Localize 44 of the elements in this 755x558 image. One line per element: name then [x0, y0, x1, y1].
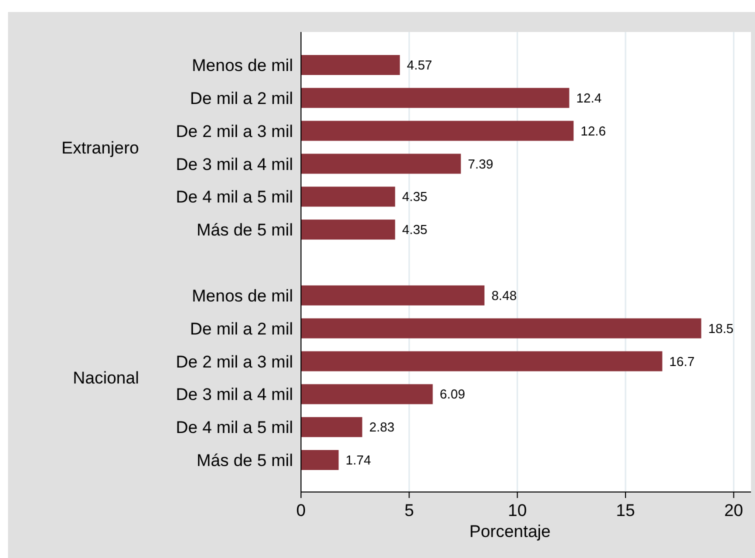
bar [301, 154, 461, 174]
data-label: 8.48 [491, 288, 517, 303]
y-tick-label: Más de 5 mil [196, 220, 293, 240]
bar [301, 186, 396, 207]
text: Extranjero [62, 138, 139, 158]
y-tick-label: De 4 mil a 5 mil [176, 188, 293, 207]
data-label: 18.5 [708, 320, 734, 336]
bar [301, 417, 362, 438]
x-tick-label: 10 [508, 501, 527, 520]
x-tick-label: 0 [296, 501, 306, 520]
data-label: 2.83 [369, 420, 395, 435]
data-label: 1.74 [346, 452, 371, 468]
x-tick-label: 20 [724, 501, 744, 520]
data-label: 4.35 [402, 222, 428, 238]
bar [301, 384, 433, 404]
y-tick-label: De 2 mil a 3 mil [176, 352, 293, 372]
bar [301, 88, 570, 108]
y-tick-label: De 3 mil a 4 mil [176, 385, 293, 404]
x-tick-label: 15 [616, 501, 635, 520]
x-axis-title: Porcentaje [469, 522, 551, 541]
bar [301, 318, 702, 338]
data-label: 7.39 [468, 156, 494, 172]
y-tick-label: De 2 mil a 3 mil [176, 122, 293, 141]
data-label: 4.35 [402, 189, 428, 204]
y-tick-label: Más de 5 mil [196, 451, 293, 470]
data-label: 4.57 [406, 58, 432, 72]
y-tick-label: De 4 mil a 5 mil [176, 418, 293, 438]
bar [301, 351, 662, 372]
y-tick-label: De mil a 2 mil [190, 88, 293, 108]
data-label: 6.09 [440, 386, 466, 402]
data-label: 16.7 [669, 354, 695, 369]
text: Nacional [72, 368, 139, 388]
x-tick-label: 5 [404, 501, 414, 520]
bar [301, 220, 396, 240]
data-label: 12.4 [576, 90, 602, 106]
bar [301, 120, 574, 141]
y-tick-label: Menos de mil [192, 286, 293, 306]
data-label: 12.6 [580, 123, 606, 138]
bar [301, 55, 400, 75]
y-tick-label: De 3 mil a 4 mil [176, 154, 293, 174]
bar [301, 285, 484, 306]
y-tick-label: De mil a 2 mil [190, 319, 293, 338]
y-tick-label: Menos de mil [192, 56, 293, 75]
bar [301, 450, 339, 470]
